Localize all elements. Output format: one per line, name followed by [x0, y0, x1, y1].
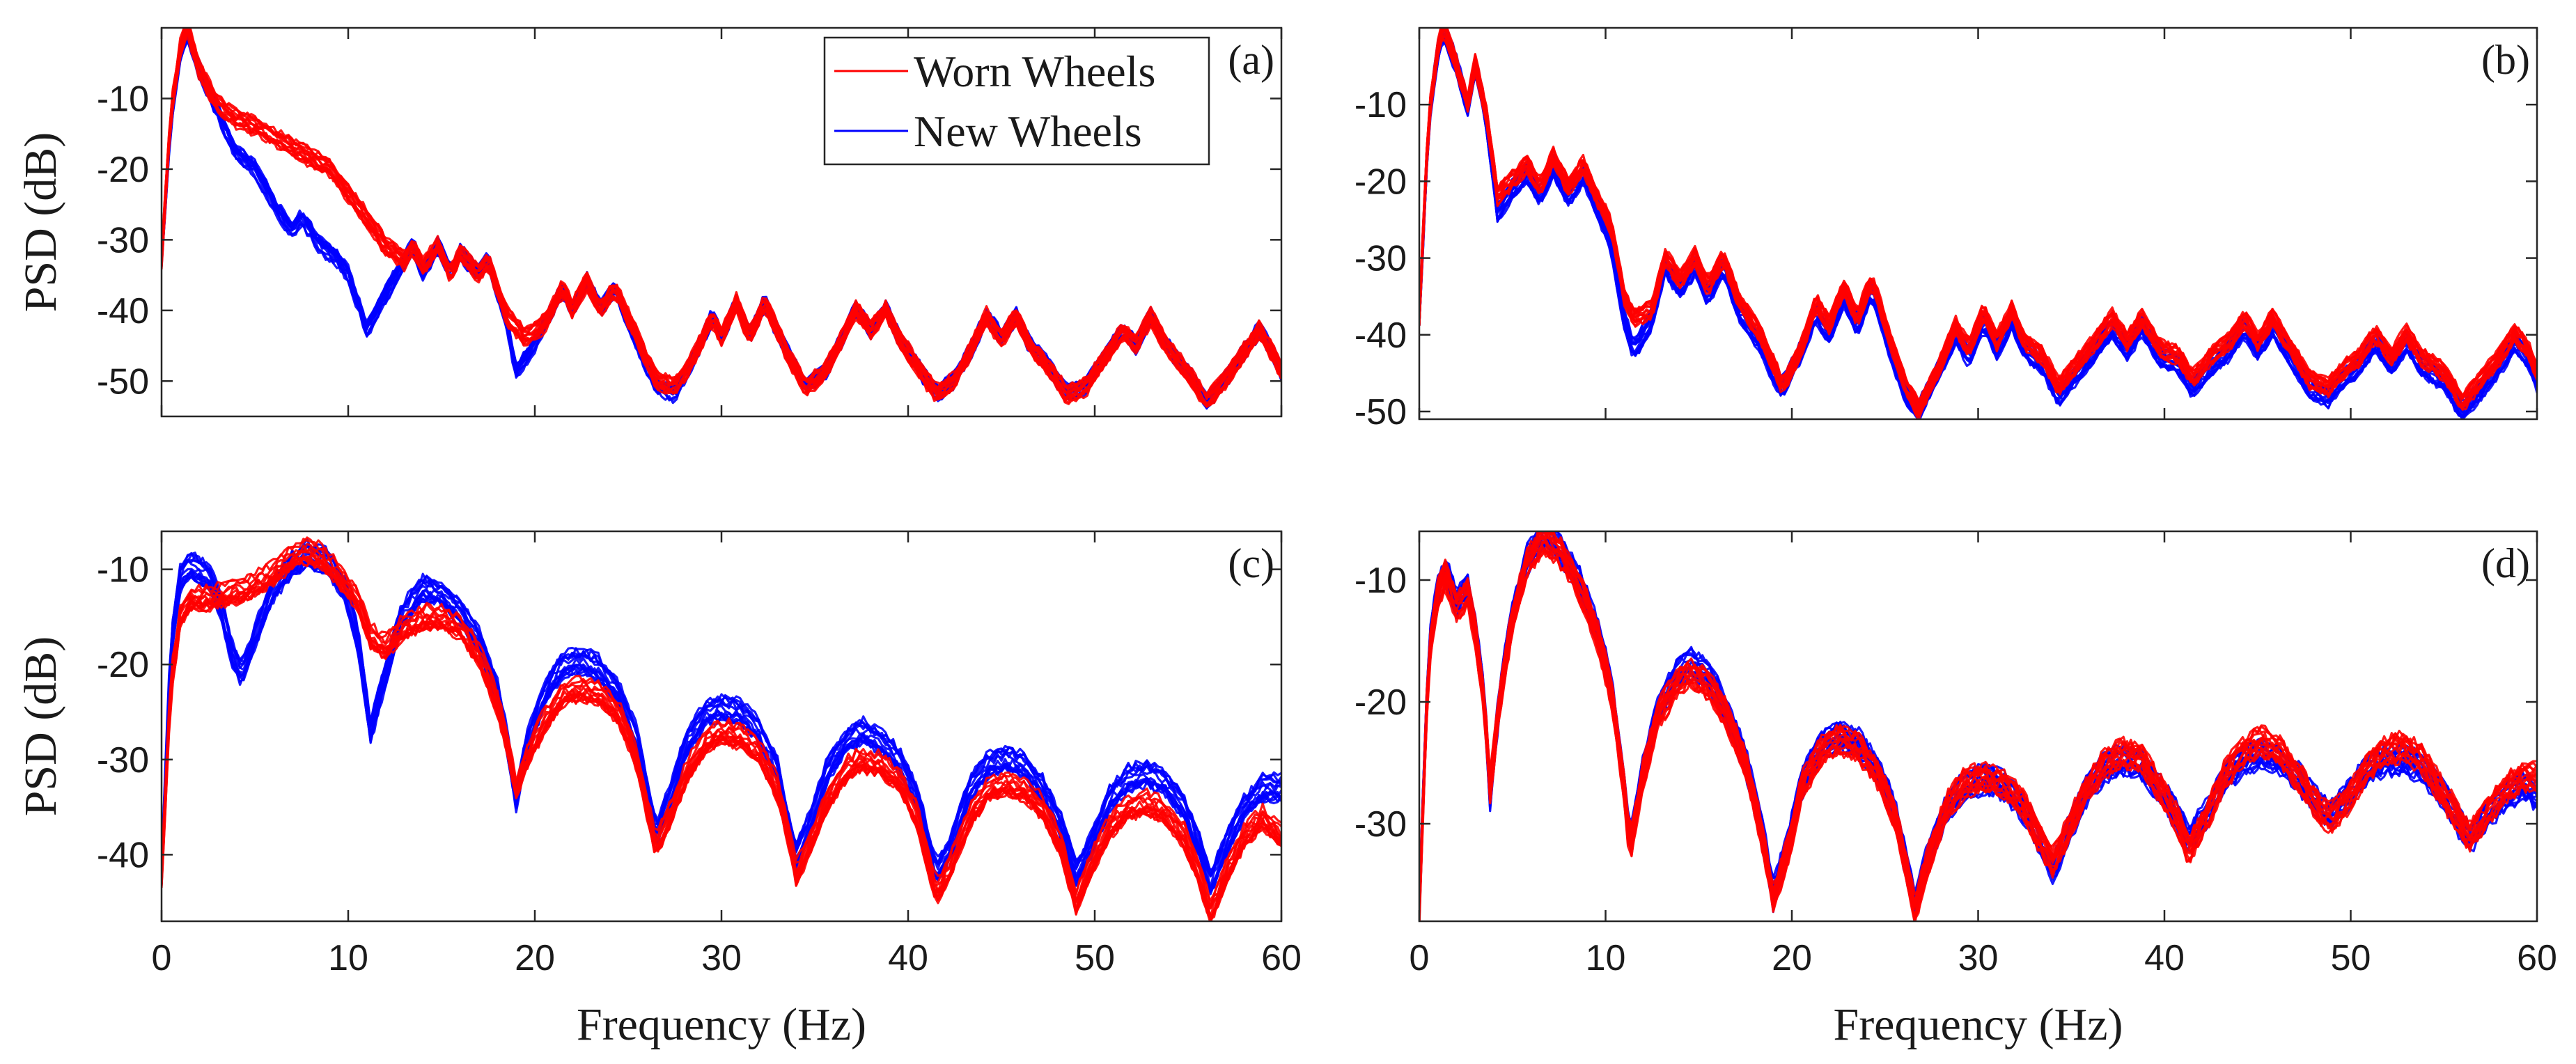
y-tick-label: -20: [1355, 162, 1407, 202]
panel-tag: (d): [2481, 540, 2530, 586]
y-tick-label: -40: [1355, 315, 1407, 356]
traces-a: [162, 28, 1281, 410]
trace-line: [1419, 549, 2537, 921]
y-tick-label: -50: [97, 361, 149, 402]
x-tick-label: 40: [2144, 938, 2185, 978]
y-tick-label: -30: [1355, 804, 1407, 845]
traces-d: [1419, 531, 2537, 921]
trace-line: [162, 538, 1281, 902]
y-tick-label: -30: [1355, 239, 1407, 279]
trace-line: [162, 549, 1281, 910]
traces-c: [162, 536, 1281, 921]
y-tick-label: -30: [97, 740, 149, 781]
legend-entry: Worn Wheels: [914, 47, 1155, 96]
x-tick-label: 0: [152, 938, 172, 978]
panel-d: -10 -20 -30 0 10 20 30 40 50 60 (d) Frequency (Hz): [1355, 530, 2557, 1050]
series-worn-wheels: [162, 28, 1281, 408]
panel-tag: (b): [2481, 37, 2530, 83]
trace-line: [162, 554, 1281, 920]
y-tick-label: -50: [1355, 392, 1407, 432]
trace-line: [1419, 533, 2537, 909]
trace-line: [162, 558, 1281, 921]
legend: Worn Wheels New Wheels: [823, 36, 1210, 166]
x-axis-label: Frequency (Hz): [577, 999, 866, 1050]
y-tick-label: -10: [97, 79, 149, 119]
legend-entry: New Wheels: [914, 107, 1142, 156]
y-tick-label: -40: [97, 291, 149, 331]
trace-line: [1419, 40, 2537, 419]
y-tick-label: -10: [1355, 85, 1407, 125]
y-axis-label: PSD (dB): [15, 636, 66, 817]
x-tick-label: 10: [328, 938, 368, 978]
x-tick-label: 20: [1772, 938, 1812, 978]
y-tick-label: -30: [97, 220, 149, 260]
trace-line: [1419, 545, 2537, 921]
x-tick-label: 40: [888, 938, 928, 978]
x-tick-label: 0: [1410, 938, 1430, 978]
x-axis-label: Frequency (Hz): [1834, 999, 2123, 1050]
x-tick-label: 10: [1586, 938, 1626, 978]
panel-b: -10 -20 -30 -40 -50 (b): [1355, 26, 2538, 432]
trace-line: [162, 28, 1281, 398]
y-tick-label: -10: [97, 550, 149, 590]
y-tick-label: -40: [97, 835, 149, 875]
series-worn-wheels: [1419, 531, 2537, 921]
x-tick-label: 60: [2517, 938, 2557, 978]
trace-line: [162, 556, 1281, 889]
panel-c: -10 -20 -30 -40 0 10 20 30 40 50 60 (c) PSD (dB) Freq…: [15, 530, 1302, 1050]
x-tick-label: 30: [701, 938, 742, 978]
panel-tag: (c): [1228, 540, 1274, 586]
x-tick-label: 30: [1958, 938, 1999, 978]
x-tick-label: 50: [1075, 938, 1115, 978]
y-axis-label: PSD (dB): [15, 132, 66, 313]
x-tick-label: 50: [2331, 938, 2371, 978]
series-worn-wheels: [1419, 28, 2537, 419]
trace-line: [162, 551, 1281, 877]
y-tick-label: -20: [1355, 682, 1407, 723]
trace-line: [1419, 28, 2537, 402]
trace-line: [1419, 28, 2537, 412]
x-tick-label: 20: [515, 938, 555, 978]
series-worn-wheels: [162, 536, 1281, 921]
y-tick-label: -20: [97, 150, 149, 190]
y-tick-label: -20: [97, 645, 149, 685]
y-tick-label: -10: [1355, 561, 1407, 601]
trace-line: [1419, 33, 2537, 414]
panel-a: -10 -20 -30 -40 -50 (a) PSD (dB) Worn Wheels New…: [15, 26, 1283, 418]
trace-line: [1419, 535, 2537, 914]
panel-tag: (a): [1228, 37, 1274, 83]
trace-line: [162, 29, 1281, 406]
trace-line: [1419, 28, 2537, 409]
x-tick-label: 60: [1261, 938, 1302, 978]
legend-box: [823, 36, 1210, 166]
traces-b: [1419, 28, 2537, 419]
